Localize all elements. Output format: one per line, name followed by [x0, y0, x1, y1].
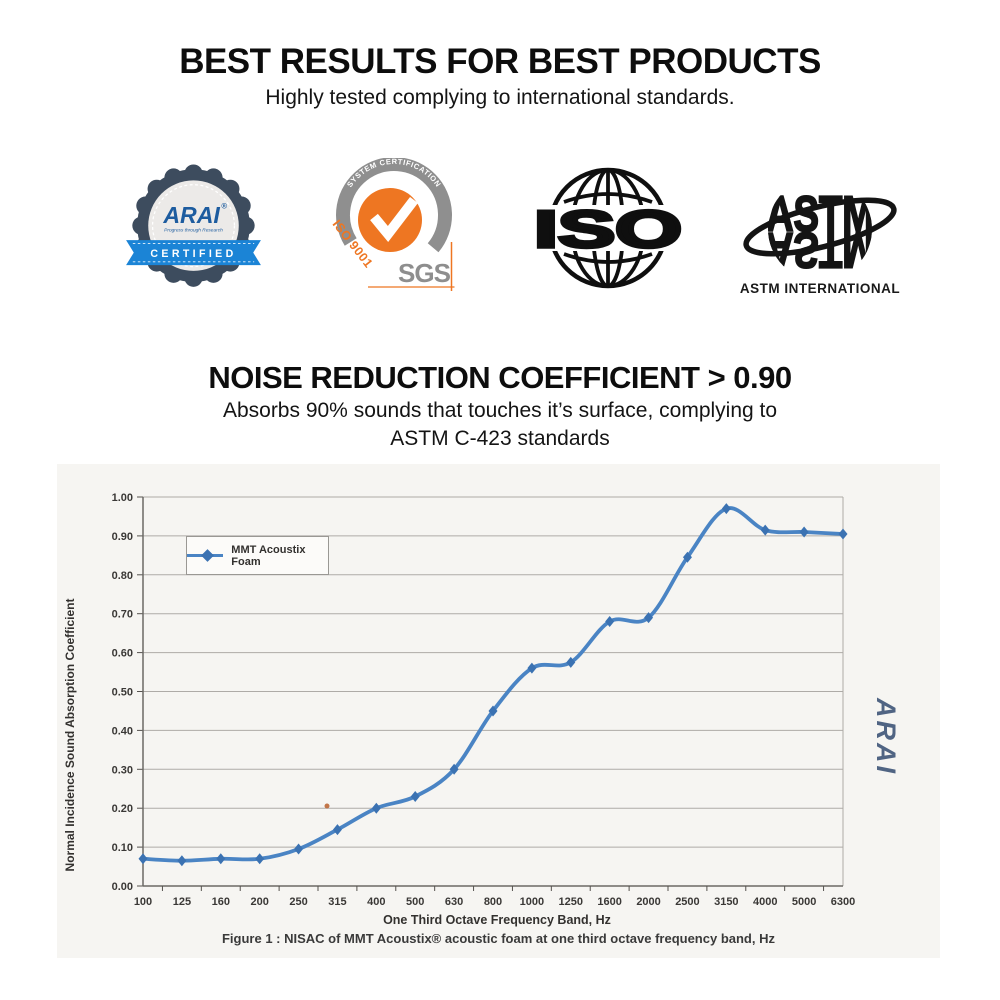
- x-tick-label: 200: [250, 896, 268, 908]
- astm-international-logo: ASTM ASTM ASTM INTERNATIONAL: [740, 185, 900, 296]
- data-point-marker: [488, 705, 498, 717]
- astm-orbit-icon: [743, 197, 897, 257]
- sgs-iso9001-logo: SYSTEM CERTIFICATION ISO 9001 SGS: [330, 158, 455, 291]
- sgs-check-circle-icon: [358, 188, 422, 252]
- x-tick-label: 315: [328, 896, 346, 908]
- y-tick-label: 0.00: [112, 881, 133, 893]
- legend-series-label: MMT Acoustix Foam: [231, 543, 306, 568]
- scan-speck: [324, 803, 330, 809]
- y-tick-label: 0.80: [112, 570, 133, 582]
- data-point-marker: [682, 551, 692, 563]
- astm-sphere-icon: ASTM ASTM: [766, 185, 874, 279]
- page-title: BEST RESULTS FOR BEST PRODUCTS: [179, 42, 821, 81]
- nisac-line-chart: 0.00 0.10 0.20 0.30 0.40 0.50 0.60 0.70 0.80 0.90…: [112, 492, 856, 908]
- iso-logo: ISO: [528, 167, 688, 289]
- x-tick-label: 1600: [597, 896, 621, 908]
- arai-certified-badge: ARAI ® Progress through Research CERTIFI…: [126, 164, 261, 287]
- x-tick-label: 1250: [559, 896, 583, 908]
- page-subtitle: Highly tested complying to international…: [265, 86, 735, 109]
- x-tick-label: 5000: [792, 896, 816, 908]
- x-tick-label: 6300: [831, 896, 855, 908]
- data-point-marker: [527, 662, 537, 674]
- x-tick-label: 3150: [714, 896, 738, 908]
- data-point-marker: [566, 656, 576, 668]
- data-point-marker: [799, 526, 809, 538]
- x-axis-title: One Third Octave Frequency Band, Hz: [383, 913, 611, 927]
- x-tick-label: 630: [445, 896, 463, 908]
- figure-caption: Figure 1 : NISAC of MMT Acoustix® acoust…: [221, 931, 775, 946]
- data-point-marker: [760, 524, 770, 536]
- data-point-marker: [294, 843, 304, 855]
- data-point-marker: [138, 853, 148, 865]
- data-point-marker: [838, 528, 848, 540]
- data-point-marker: [371, 802, 381, 814]
- x-tick-label: 4000: [753, 896, 777, 908]
- x-tick-label: 250: [289, 896, 307, 908]
- data-point-marker: [721, 503, 731, 515]
- arai-certified-label: CERTIFIED: [150, 248, 236, 260]
- y-tick-label: 0.90: [112, 531, 133, 543]
- y-tick-label: 1.00: [112, 492, 133, 504]
- arai-ribbon-icon: [126, 240, 261, 266]
- data-point-marker: [255, 853, 265, 865]
- y-axis-title: Normal Incidence Sound Absorption Coeffi…: [63, 598, 77, 872]
- x-tick-label: 2000: [636, 896, 660, 908]
- astm-wordmark-mirror: ASTM: [766, 222, 874, 278]
- x-tick-label: 500: [406, 896, 424, 908]
- x-tick-label: 160: [212, 896, 230, 908]
- arai-wordmark: ARAI: [162, 202, 220, 228]
- x-tick-label: 400: [367, 896, 385, 908]
- y-tick-label: 0.10: [112, 842, 133, 854]
- data-point-marker: [449, 763, 459, 775]
- iso-text-band: [528, 205, 688, 251]
- sgs-arch-icon: [336, 158, 452, 253]
- iso-wordmark: ISO: [534, 201, 682, 259]
- arai-watermark: ARAI: [871, 698, 901, 776]
- data-point-marker: [332, 824, 342, 836]
- astm-caption: ASTM INTERNATIONAL: [740, 281, 900, 296]
- y-tick-label: 0.50: [112, 687, 133, 699]
- y-tick-label: 0.70: [112, 609, 133, 621]
- data-point-marker: [644, 612, 654, 624]
- chart-legend: MMT Acoustix Foam: [186, 536, 329, 575]
- x-tick-label: 100: [134, 896, 152, 908]
- data-point-marker: [216, 853, 226, 865]
- y-tick-label: 0.60: [112, 648, 133, 660]
- scanned-chart-region: 0.00 0.10 0.20 0.30 0.40 0.50 0.60 0.70 0.80 0.90…: [57, 464, 940, 958]
- nrc-subtitle-line2: ASTM C-423 standards: [390, 427, 610, 450]
- sgs-checkmark-icon: [370, 196, 418, 243]
- y-tick-label: 0.30: [112, 764, 133, 776]
- nrc-title: NOISE REDUCTION COEFFICIENT > 0.90: [208, 360, 792, 395]
- x-tick-label: 125: [173, 896, 191, 908]
- sgs-wordmark: SGS: [398, 258, 451, 288]
- arai-registered-mark: ®: [221, 201, 227, 210]
- data-point-marker: [177, 855, 187, 867]
- x-tick-label: 2500: [675, 896, 699, 908]
- x-tick-label: 1000: [520, 896, 544, 908]
- x-tick-label: 800: [484, 896, 502, 908]
- arai-tagline: Progress through Research: [164, 227, 223, 233]
- legend-line-marker-icon: [187, 554, 224, 557]
- nrc-subtitle-line1: Absorbs 90% sounds that touches it’s sur…: [222, 399, 778, 422]
- data-point-marker: [410, 791, 420, 803]
- y-tick-label: 0.20: [112, 803, 133, 815]
- y-tick-label: 0.40: [112, 725, 133, 737]
- astm-wordmark: ASTM: [766, 186, 874, 242]
- data-point-marker: [605, 615, 615, 627]
